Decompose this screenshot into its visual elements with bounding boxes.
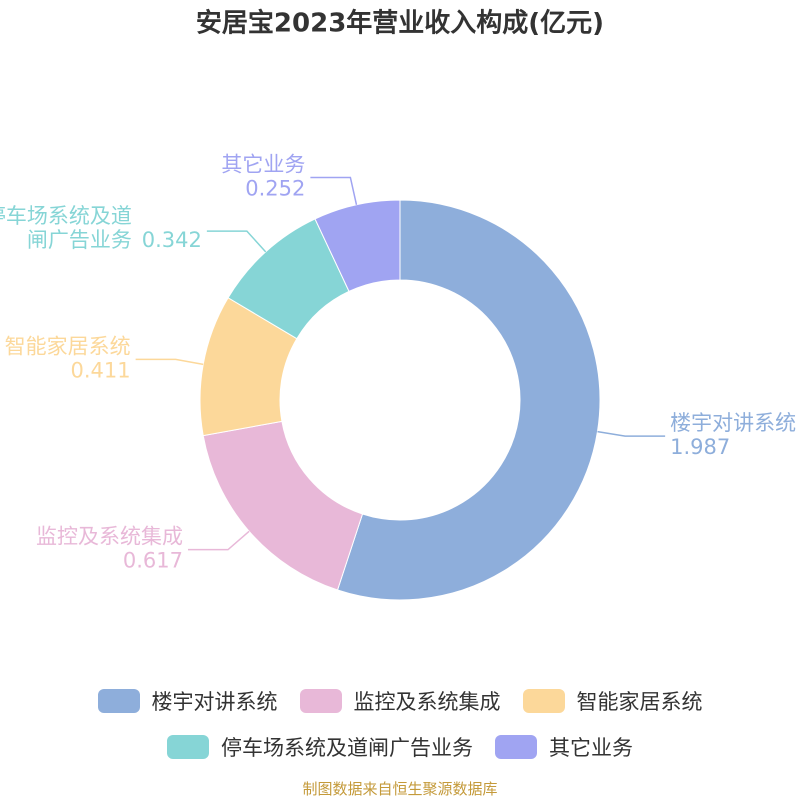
value-label: 0.617 [123, 549, 183, 573]
legend-label: 停车场系统及道闸广告业务 [221, 736, 473, 760]
leader-line [310, 176, 358, 205]
legend-item: 楼宇对讲系统 [97, 686, 278, 716]
slice-label: 监控及系统集成 [36, 525, 183, 549]
slice-label: 智能家居系统 [5, 334, 131, 358]
value-label: 1.987 [670, 435, 730, 459]
slice-label: 楼宇对讲系统 [670, 411, 796, 435]
legend-swatch [167, 735, 209, 759]
value-label: 0.342 [142, 228, 202, 252]
donut-slice [314, 199, 401, 293]
source-note: 制图数据来自恒生聚源数据库 [302, 780, 498, 798]
donut-slice [336, 199, 601, 601]
legend-item: 停车场系统及道闸广告业务 [167, 732, 473, 762]
legend-swatch [97, 689, 140, 713]
leader-line [135, 358, 204, 366]
leader-line [206, 230, 267, 253]
legend-swatch [522, 689, 565, 713]
leader-line [597, 430, 666, 437]
chart-title: 安居宝2023年营业收入构成(亿元) [196, 8, 604, 39]
legend-label: 其它业务 [549, 736, 633, 760]
legend-swatch [299, 689, 342, 713]
value-label: 0.252 [245, 176, 305, 200]
legend: 楼宇对讲系统 监控及系统集成 智能家居系统停车场系统及道闸广告业务 其它业务 [40, 686, 760, 762]
label-line: 闸广告业务 [27, 228, 132, 252]
legend-item: 智能家居系统 [522, 686, 703, 716]
legend-label: 智能家居系统 [576, 690, 703, 714]
legend-swatch [495, 735, 537, 759]
legend-label: 楼宇对讲系统 [151, 690, 278, 714]
donut-slice [202, 420, 364, 591]
slice-label: 其它业务 [221, 152, 305, 176]
label-line: 停车场系统及道 [0, 204, 132, 228]
value-label: 0.411 [71, 358, 131, 382]
legend-label: 监控及系统集成 [353, 690, 501, 714]
slice-label: 停车场系统及道闸广告业务 [0, 204, 132, 252]
legend-item: 其它业务 [495, 732, 633, 762]
leader-line [187, 530, 250, 551]
legend-item: 监控及系统集成 [299, 686, 501, 716]
